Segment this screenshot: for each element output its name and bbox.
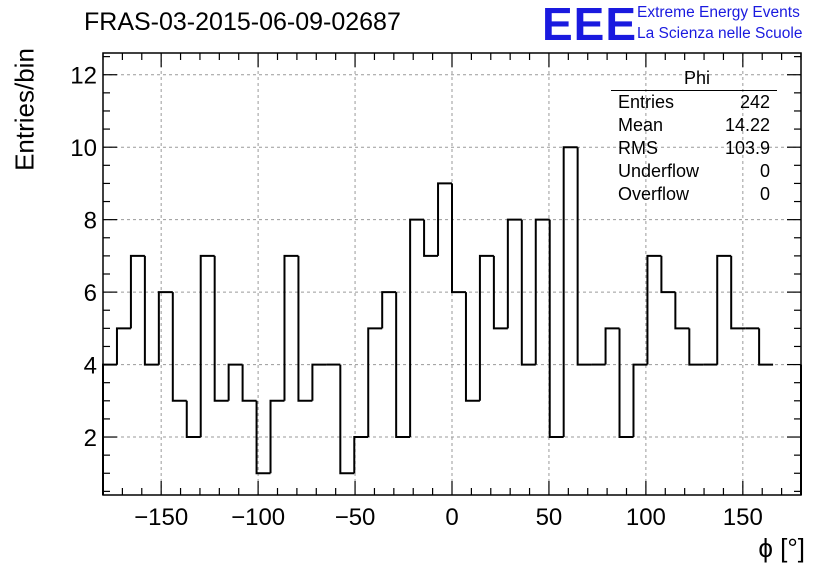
stats-key: Mean xyxy=(618,115,664,135)
stats-value: 242 xyxy=(739,92,770,112)
y-tick-label: 4 xyxy=(84,353,97,380)
stats-row-rms: RMS 103.9 xyxy=(618,138,770,160)
y-tick-label: 12 xyxy=(70,63,97,90)
stats-box: Phi Entries 242 Mean 14.22 RMS 103.9 Und… xyxy=(611,68,777,206)
x-tick-label: −50 xyxy=(335,504,376,531)
x-tick-label: 50 xyxy=(536,504,563,531)
stats-row-overflow: Overflow 0 xyxy=(618,184,770,206)
histogram-bin xyxy=(492,255,508,330)
run-title: FRAS-03-2015-06-09-02687 xyxy=(84,8,401,36)
histogram-bin xyxy=(604,327,620,365)
stats-row-entries: Entries 242 xyxy=(618,92,770,114)
histogram-bin xyxy=(339,364,355,475)
histogram-bin xyxy=(185,400,201,439)
brand-name: Extreme Energy Events xyxy=(637,4,800,21)
histogram-bin xyxy=(716,254,732,365)
x-tick-label: 0 xyxy=(445,504,458,531)
histogram-bin xyxy=(115,327,131,365)
histogram-bin xyxy=(311,363,327,401)
histogram-bin xyxy=(129,254,145,329)
histogram-bin xyxy=(199,254,215,438)
stats-key: Underflow xyxy=(618,161,700,181)
histogram-bin xyxy=(143,255,159,366)
histogram-bin xyxy=(660,255,676,294)
histogram-bin xyxy=(464,292,480,402)
histogram-bin xyxy=(758,328,774,366)
stats-histogram-name: Phi xyxy=(683,68,710,88)
stats-key: RMS xyxy=(618,138,658,158)
histogram-bin xyxy=(674,292,690,330)
histogram-bin xyxy=(576,147,592,366)
histogram-bin xyxy=(213,255,229,402)
stats-row-mean: Mean 14.22 xyxy=(618,115,770,137)
brand-tagline: La Scienza nelle Scuole xyxy=(637,25,803,42)
histogram-bin xyxy=(478,254,494,401)
histogram-bin xyxy=(241,364,257,402)
histogram-bin xyxy=(227,363,243,401)
x-tick-label: −150 xyxy=(134,504,188,531)
histogram-bin xyxy=(367,327,383,438)
histogram-bin xyxy=(548,219,564,439)
histogram-bin xyxy=(730,255,746,330)
x-tick-label: 150 xyxy=(723,504,763,531)
histogram-bin xyxy=(381,291,397,329)
stats-divider xyxy=(611,90,777,91)
stats-row-underflow: Underflow 0 xyxy=(618,161,770,183)
histogram-bin xyxy=(632,363,648,438)
histogram-bin xyxy=(520,219,536,366)
eee-logo: EEE xyxy=(542,0,638,50)
histogram-bin xyxy=(297,255,313,402)
histogram-bin xyxy=(283,254,299,401)
histogram-bin xyxy=(451,183,466,294)
x-tick-label: −100 xyxy=(231,504,285,531)
x-axis-label: ϕ [°] xyxy=(758,533,805,563)
stats-value: 0 xyxy=(759,161,770,181)
y-tick-label: 10 xyxy=(70,135,97,162)
histogram-bin xyxy=(646,254,662,365)
stats-key: Entries xyxy=(618,92,675,112)
histogram-bin xyxy=(102,363,117,495)
histogram-bin xyxy=(618,328,634,439)
stats-value: 0 xyxy=(759,184,770,204)
y-tick-label: 8 xyxy=(84,208,97,235)
histogram-bin xyxy=(255,400,271,475)
histogram-bin xyxy=(688,328,704,366)
histogram-bin xyxy=(506,218,522,329)
histogram-bin xyxy=(562,146,578,438)
y-tick-label: 2 xyxy=(84,425,97,452)
x-tick-label: 100 xyxy=(626,504,666,531)
histogram-bin xyxy=(353,436,369,474)
y-axis-label: Entries/bin xyxy=(9,48,40,171)
stats-value: 103.9 xyxy=(724,138,770,158)
stats-key: Overflow xyxy=(618,184,690,204)
histogram-bin xyxy=(437,182,452,256)
histogram-bin xyxy=(269,399,285,474)
histogram-bin xyxy=(395,292,411,439)
y-tick-label: 6 xyxy=(84,280,97,307)
histogram-bin xyxy=(171,292,187,402)
histogram-bin xyxy=(423,219,439,257)
histogram-bin xyxy=(409,218,425,438)
histogram-bin xyxy=(157,291,173,365)
stats-value: 14.22 xyxy=(724,115,770,135)
histogram-bin xyxy=(534,218,550,365)
